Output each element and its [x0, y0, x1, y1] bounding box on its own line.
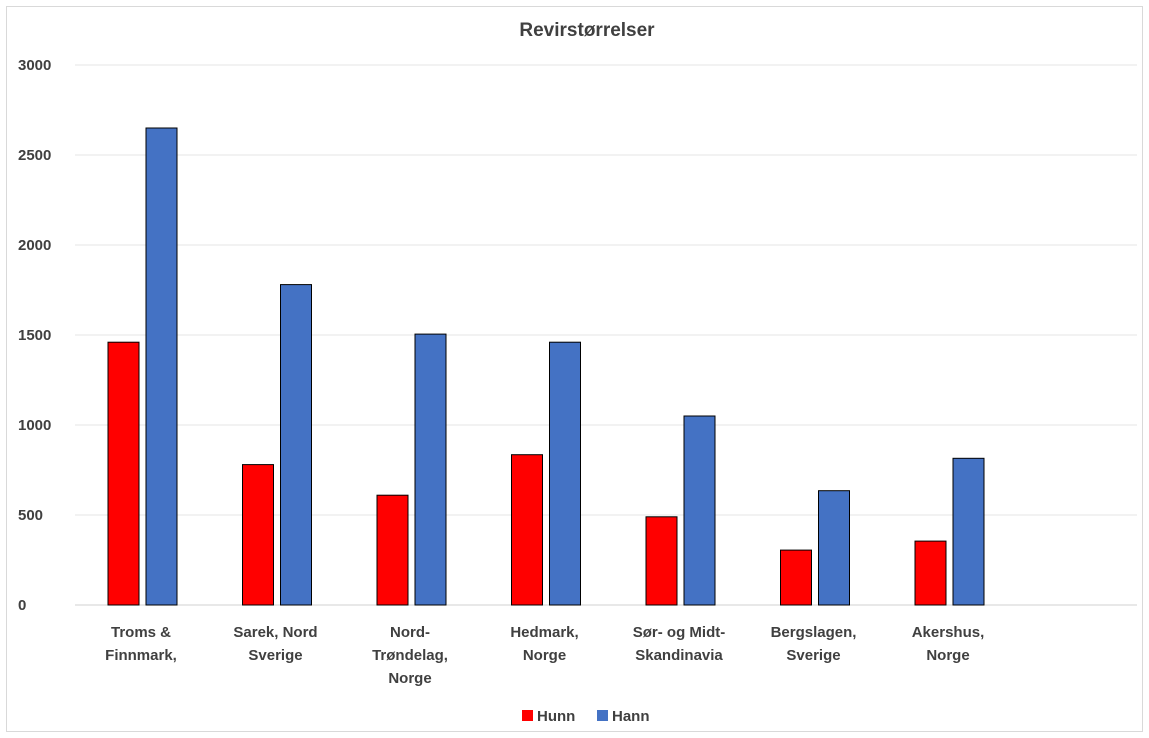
legend-swatch-hunn [522, 710, 533, 721]
x-tick-line: Bergslagen, [771, 624, 857, 641]
chart-title: Revirstørrelser [519, 20, 655, 41]
y-tick-label: 500 [18, 507, 43, 524]
x-tick-line: Sverige [248, 647, 302, 664]
bar-hann [549, 341, 581, 606]
bar-hann [818, 490, 850, 606]
x-tick-label: Akershus, Norge [912, 624, 985, 664]
bar-hunn [242, 464, 274, 606]
legend-swatch-hann [597, 710, 608, 721]
x-tick-line: Finnmark, [105, 647, 177, 664]
x-tick-line: Norge [388, 670, 431, 687]
x-tick-label: Troms & Finnmark, [105, 624, 177, 664]
bar-hunn [914, 540, 947, 606]
y-axis-ticks: 0 500 1000 1500 2000 2500 3000 [18, 57, 51, 614]
chart-frame [6, 6, 1143, 732]
bar-hunn [376, 494, 409, 606]
x-tick-label: Bergslagen, Sverige [771, 624, 857, 664]
x-tick-line: Nord- [390, 624, 430, 641]
bar-hann [683, 415, 716, 606]
x-tick-line: Sør- og Midt- [633, 624, 725, 641]
x-tick-line: Trøndelag, [372, 647, 448, 664]
x-tick-line: Hedmark, [510, 624, 578, 641]
legend: Hunn Hann [522, 708, 650, 725]
x-tick-label: Sarek, Nord Sverige [233, 624, 317, 664]
x-tick-label: Hedmark, Norge [510, 624, 578, 664]
bar-hann [952, 457, 985, 606]
x-tick-line: Sverige [786, 647, 840, 664]
y-tick-label: 2500 [18, 147, 51, 164]
bar-hunn [107, 341, 140, 606]
y-tick-label: 3000 [18, 57, 51, 74]
x-tick-line: Akershus, [912, 624, 985, 641]
x-tick-line: Skandinavia [635, 647, 723, 664]
legend-label-hann: Hann [612, 708, 650, 725]
x-tick-label: Sør- og Midt- Skandinavia [633, 624, 725, 664]
bar-hann [145, 127, 178, 606]
legend-label-hunn: Hunn [537, 708, 575, 725]
x-tick-line: Troms & [111, 624, 171, 641]
y-tick-label: 1500 [18, 327, 51, 344]
y-tick-label: 1000 [18, 417, 51, 434]
bar-hann [280, 284, 312, 606]
x-tick-label: Nord- Trøndelag, Norge [372, 624, 448, 687]
bar-hunn [511, 454, 543, 606]
bar-hunn [645, 516, 678, 606]
x-tick-line: Sarek, Nord [233, 624, 317, 641]
x-tick-line: Norge [523, 647, 566, 664]
y-tick-label: 2000 [18, 237, 51, 254]
bars [107, 127, 985, 606]
x-tick-line: Norge [926, 647, 969, 664]
x-axis-ticks: Troms & Finnmark, Sarek, Nord Sverige Nord- T… [105, 624, 984, 687]
bar-hann [414, 333, 447, 606]
bar-hunn [780, 549, 812, 606]
y-tick-label: 0 [18, 597, 26, 614]
